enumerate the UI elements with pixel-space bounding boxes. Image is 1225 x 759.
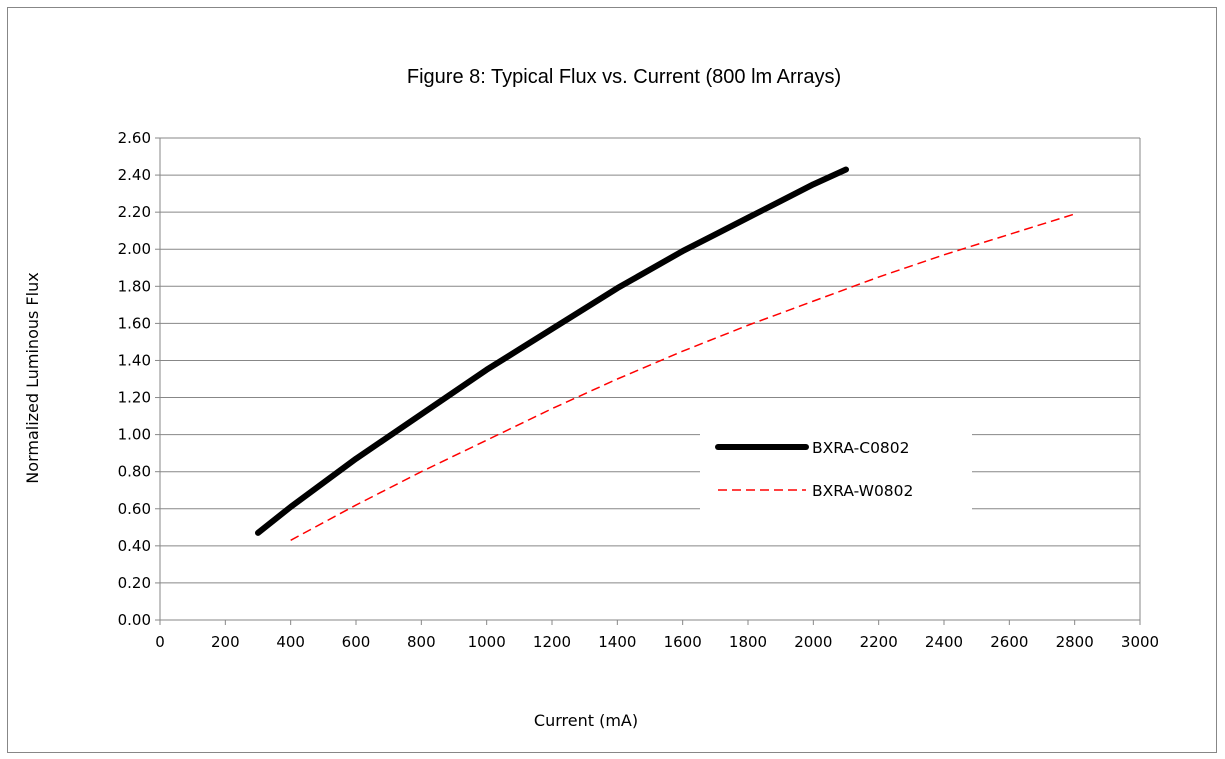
series-line-2 <box>290 213 1075 541</box>
gridlines <box>160 137 1140 584</box>
x-axis-title: Current (mA) <box>534 711 638 730</box>
y-tick-label: 1.80 <box>118 277 151 295</box>
y-tick-label: 1.00 <box>118 426 151 444</box>
y-tick-label: 1.40 <box>118 351 151 369</box>
y-tick-label: 0.00 <box>118 611 151 629</box>
y-tick-label: 2.40 <box>118 166 151 184</box>
x-tick-label: 2600 <box>990 633 1028 651</box>
y-tick-label: 0.40 <box>118 537 151 555</box>
y-tick-label: 2.00 <box>118 240 151 258</box>
series-line-1 <box>255 166 849 536</box>
x-tick-label: 1600 <box>664 633 702 651</box>
x-tick-label: 0 <box>155 633 165 651</box>
y-tick-label: 0.20 <box>118 574 151 592</box>
x-tick-label: 200 <box>211 633 240 651</box>
y-tick-label: 1.20 <box>118 389 151 407</box>
legend: BXRA-C0802 BXRA-W0802 <box>700 425 972 515</box>
x-tick-label: 1800 <box>729 633 767 651</box>
x-tick-label: 400 <box>276 633 305 651</box>
legend-background <box>700 425 972 515</box>
x-tick-label: 2400 <box>925 633 963 651</box>
y-tick-label: 1.60 <box>118 314 151 332</box>
x-tick-label: 800 <box>407 633 436 651</box>
x-tick-label: 3000 <box>1121 633 1159 651</box>
plot-area-series <box>255 166 1075 541</box>
x-tick-label: 1200 <box>533 633 571 651</box>
y-tick-label: 2.60 <box>118 129 151 147</box>
legend-label-2: BXRA-W0802 <box>812 482 913 500</box>
x-tick-label: 2200 <box>860 633 898 651</box>
legend-label-1: BXRA-C0802 <box>812 439 910 457</box>
chart-frame <box>7 7 1217 753</box>
x-tick-label: 600 <box>342 633 371 651</box>
y-tick-label: 2.20 <box>118 203 151 221</box>
axes: 0.00 0.20 0.40 0.60 0.80 1.00 1.20 1.40 1.60 1.80… <box>118 129 1160 651</box>
chart-title: Figure 8: Typical Flux vs. Current (800 … <box>407 66 841 88</box>
y-tick-label: 0.80 <box>118 463 151 481</box>
x-tick-label: 1400 <box>598 633 636 651</box>
y-tick-label: 0.60 <box>118 500 151 518</box>
x-tick-label: 1000 <box>468 633 506 651</box>
x-tick-label: 2000 <box>794 633 832 651</box>
x-tick-label: 2800 <box>1056 633 1094 651</box>
y-axis-title: Normalized Luminous Flux <box>23 272 42 483</box>
